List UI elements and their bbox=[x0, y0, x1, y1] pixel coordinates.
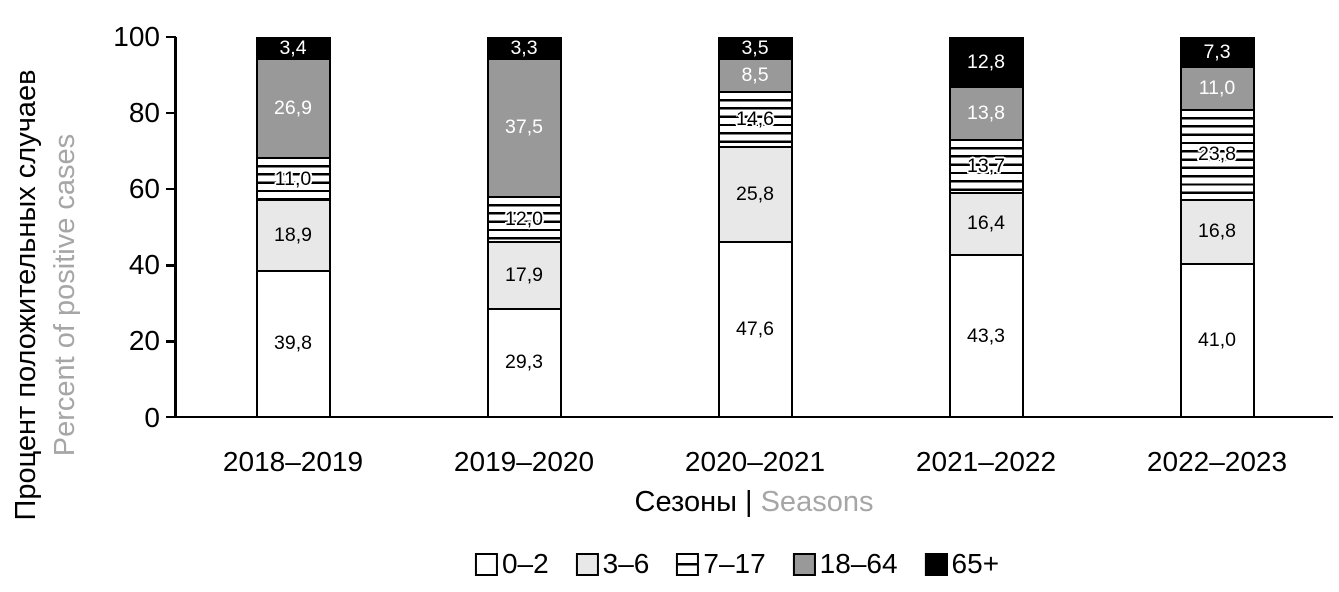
bar-segment-65+: 12,8 bbox=[950, 39, 1022, 87]
bar-segment-7–17: 11,0 bbox=[257, 157, 329, 200]
y-tick-label: 80 bbox=[128, 97, 160, 129]
legend-label: 65+ bbox=[951, 548, 1000, 579]
legend-label: 7–17 bbox=[703, 548, 766, 579]
bar-value-label: 18,9 bbox=[274, 224, 312, 247]
bar-segment-3–6: 16,8 bbox=[1181, 198, 1253, 263]
legend-swatch-icon bbox=[924, 552, 948, 576]
bar-value-label: 25,8 bbox=[736, 183, 774, 206]
y-axis-title: Процент положительных случаев Percent of… bbox=[7, 0, 85, 592]
y-tick-label: 20 bbox=[128, 325, 160, 357]
y-tick-mark bbox=[166, 35, 176, 39]
bar-value-label: 29,3 bbox=[505, 351, 543, 374]
bar-value-label: 11,0 bbox=[274, 167, 312, 190]
bar-segment-3–6: 25,8 bbox=[719, 145, 791, 242]
bar-value-label: 3,5 bbox=[741, 37, 769, 59]
bar-segment-7–17: 13,7 bbox=[950, 139, 1022, 192]
y-tick-label: 0 bbox=[144, 401, 160, 433]
bar-segment-65+: 3,3 bbox=[488, 37, 560, 59]
bar-value-label: 26,9 bbox=[274, 97, 312, 120]
bar-stack-2018–2019: 3,4 26,9 11,0 18,9 39,8 bbox=[255, 37, 331, 418]
bar-value-label: 37,5 bbox=[505, 116, 543, 139]
bar-segment-65+: 7,3 bbox=[1181, 39, 1253, 66]
bar-segment-7–17: 23,8 bbox=[1181, 108, 1253, 199]
y-tick-mark bbox=[166, 340, 176, 343]
bar-value-label: 3,4 bbox=[279, 37, 307, 59]
bar-segment-65+: 3,5 bbox=[719, 37, 791, 59]
bar-value-label: 39,8 bbox=[274, 332, 312, 355]
bar-value-label: 17,9 bbox=[505, 264, 543, 287]
x-tick-label: 2021–2022 bbox=[915, 446, 1057, 477]
bar-value-label: 11,0 bbox=[1198, 76, 1236, 99]
y-tick-mark bbox=[166, 187, 176, 191]
x-tick-label: 2022–2023 bbox=[1146, 446, 1288, 477]
bar-value-label: 13,7 bbox=[967, 154, 1005, 177]
bar-segment-7–17: 12,0 bbox=[488, 195, 560, 242]
y-tick-label: 40 bbox=[128, 249, 160, 281]
bar-segment-18–64: 8,5 bbox=[719, 58, 791, 91]
legend-item-0–2: 0–2 bbox=[474, 548, 549, 579]
bar-segment-7–17: 14,6 bbox=[719, 90, 791, 146]
legend-item-3–6: 3–6 bbox=[575, 548, 650, 579]
bar-segment-0–2: 41,0 bbox=[1181, 262, 1253, 416]
y-axis-title-english: Percent of positive cases bbox=[49, 133, 81, 457]
bar-value-label: 14,6 bbox=[736, 107, 774, 130]
bar-segment-18–64: 37,5 bbox=[488, 58, 560, 196]
legend: 0–2 3–6 7–17 18–64 65+ bbox=[474, 548, 1000, 579]
y-tick-label: 60 bbox=[128, 173, 160, 205]
bar-segment-0–2: 39,8 bbox=[257, 269, 329, 417]
legend-label: 18–64 bbox=[819, 548, 898, 579]
bar-stack-2020–2021: 3,5 8,5 14,6 25,8 47,6 bbox=[717, 37, 793, 418]
bar-stack-2022–2023: 7,3 11,0 23,8 16,8 41,0 bbox=[1179, 37, 1255, 418]
bar-value-label: 8,5 bbox=[741, 63, 769, 86]
y-axis-title-russian: Процент положительных случаев bbox=[10, 69, 42, 521]
bar-value-label: 3,3 bbox=[510, 37, 538, 59]
legend-label: 0–2 bbox=[501, 548, 549, 579]
bar-value-label: 7,3 bbox=[1203, 40, 1231, 63]
bar-segment-3–6: 18,9 bbox=[257, 199, 329, 270]
bar-value-label: 12,8 bbox=[967, 51, 1005, 74]
bar-segment-3–6: 16,4 bbox=[950, 191, 1022, 255]
bar-value-label: 47,6 bbox=[736, 318, 774, 341]
legend-item-7–17: 7–17 bbox=[676, 548, 766, 579]
legend-item-65+: 65+ bbox=[924, 548, 1000, 579]
bar-stack-2019–2020: 3,3 37,5 12,0 17,9 29,3 bbox=[486, 37, 562, 418]
bar-value-label: 41,0 bbox=[1198, 328, 1236, 351]
bar-value-label: 43,3 bbox=[967, 324, 1005, 347]
bar-value-label: 12,0 bbox=[505, 207, 543, 230]
x-tick-label: 2018–2019 bbox=[222, 446, 364, 477]
legend-label: 3–6 bbox=[602, 548, 650, 579]
bar-value-label: 13,8 bbox=[967, 102, 1005, 125]
legend-item-18–64: 18–64 bbox=[792, 548, 898, 579]
x-tick-label: 2020–2021 bbox=[684, 446, 826, 477]
legend-swatch-icon bbox=[676, 552, 700, 576]
x-axis-title-english: Seasons bbox=[760, 486, 874, 518]
bar-segment-18–64: 13,8 bbox=[950, 86, 1022, 140]
y-tick-label: 100 bbox=[113, 21, 160, 52]
legend-swatch-icon bbox=[575, 552, 599, 576]
y-tick-mark bbox=[166, 264, 176, 267]
bar-segment-3–6: 17,9 bbox=[488, 241, 560, 308]
bar-value-label: 16,8 bbox=[1198, 220, 1236, 243]
bar-segment-18–64: 11,0 bbox=[1181, 65, 1253, 109]
bar-segment-65+: 3,4 bbox=[257, 37, 329, 59]
bar-segment-0–2: 29,3 bbox=[488, 307, 560, 416]
legend-swatch-icon bbox=[474, 552, 498, 576]
y-axis-line bbox=[174, 37, 177, 418]
bar-segment-18–64: 26,9 bbox=[257, 58, 329, 158]
y-tick-mark bbox=[166, 111, 176, 115]
x-axis-title-russian: Сезоны | bbox=[634, 486, 753, 518]
bar-segment-0–2: 47,6 bbox=[719, 241, 791, 416]
x-tick-label: 2019–2020 bbox=[453, 446, 595, 477]
bar-stack-2021–2022: 12,8 13,8 13,7 16,4 43,3 bbox=[948, 37, 1024, 418]
bar-value-label: 16,4 bbox=[967, 212, 1005, 235]
bar-segment-0–2: 43,3 bbox=[950, 254, 1022, 416]
legend-swatch-icon bbox=[792, 552, 816, 576]
bar-value-label: 23,8 bbox=[1198, 143, 1236, 166]
x-axis-title: Сезоны | Seasons bbox=[635, 486, 874, 519]
